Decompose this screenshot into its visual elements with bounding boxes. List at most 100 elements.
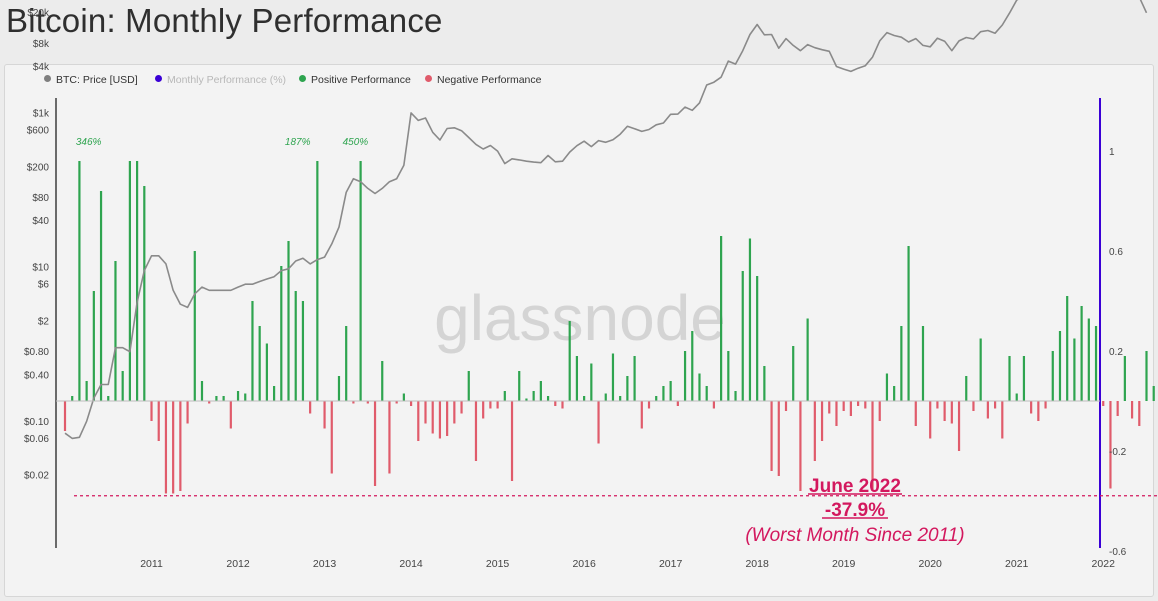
- legend-label-monthly: Monthly Performance (%): [167, 74, 287, 86]
- positive-bar: [792, 346, 795, 401]
- left-tick-label: $200: [27, 162, 50, 173]
- left-tick-label: $40: [32, 216, 49, 227]
- positive-bar: [546, 396, 550, 401]
- positive-bar: [143, 186, 146, 401]
- negative-bar: [554, 401, 557, 406]
- negative-bar: [1138, 401, 1141, 426]
- positive-bar: [121, 371, 124, 401]
- positive-bar: [503, 391, 506, 401]
- positive-bar: [705, 386, 708, 401]
- positive-bar: [763, 366, 766, 401]
- positive-bar: [85, 381, 88, 401]
- annotation-note: (Worst Month Since 2011): [745, 525, 964, 546]
- left-tick-label: $8k: [33, 39, 50, 50]
- positive-bar: [669, 381, 672, 401]
- negative-bar: [936, 401, 939, 409]
- positive-bar: [1094, 326, 1098, 401]
- positive-bar: [907, 246, 910, 401]
- legend-swatch-negative-icon: [425, 75, 432, 82]
- right-tick-label: 1: [1109, 147, 1115, 158]
- left-tick-label: $0.10: [24, 417, 49, 428]
- legend-item-monthly-performance[interactable]: Monthly Performance (%): [155, 74, 286, 86]
- negative-bar: [474, 401, 478, 461]
- negative-bar: [712, 401, 715, 409]
- legend-item-price[interactable]: BTC: Price [USD]: [44, 74, 138, 86]
- positive-bar: [99, 191, 103, 401]
- x-tick-label: 2013: [313, 558, 337, 570]
- left-tick-label: $6: [38, 280, 50, 291]
- negative-bar: [986, 401, 989, 419]
- negative-bar: [1037, 401, 1040, 421]
- negative-bar: [1116, 401, 1119, 416]
- negative-bar: [150, 401, 153, 421]
- negative-bar: [1001, 401, 1004, 439]
- positive-bar: [92, 291, 95, 401]
- positive-bar: [78, 161, 81, 401]
- positive-bar: [1058, 331, 1062, 401]
- x-tick-label: 2012: [226, 558, 250, 570]
- negative-bar: [1030, 401, 1033, 414]
- positive-bar: [662, 386, 665, 401]
- positive-bar: [215, 396, 218, 401]
- negative-bar: [647, 401, 651, 409]
- positive-bar: [1008, 356, 1011, 401]
- x-tick-label: 2016: [572, 558, 596, 570]
- x-tick-label: 2020: [919, 558, 943, 570]
- negative-bar: [1044, 401, 1047, 409]
- negative-bar: [597, 401, 600, 444]
- positive-bar: [287, 241, 290, 401]
- positive-bar: [280, 266, 283, 401]
- negative-bar: [950, 401, 953, 424]
- x-tick-label: 2011: [140, 558, 163, 570]
- positive-bar: [1015, 393, 1018, 401]
- bar-value-label: 450%: [343, 137, 369, 148]
- legend-label-positive: Positive Performance: [311, 74, 411, 86]
- right-tick-label: 0.6: [1109, 247, 1123, 258]
- negative-bar: [813, 401, 816, 461]
- negative-bar: [929, 401, 932, 439]
- legend-item-negative[interactable]: Negative Performance: [425, 74, 541, 86]
- negative-bar: [446, 401, 449, 436]
- negative-bar: [1109, 401, 1112, 489]
- positive-bar: [741, 271, 744, 401]
- bar-value-label: 346%: [76, 137, 102, 148]
- positive-bar: [258, 326, 261, 401]
- positive-bar: [965, 376, 968, 401]
- positive-bar: [633, 356, 636, 401]
- left-tick-label: $0.40: [24, 370, 49, 381]
- negative-bar: [510, 401, 514, 481]
- negative-bar: [330, 401, 333, 474]
- negative-bar: [157, 401, 160, 441]
- price-line-group: [64, 0, 1148, 440]
- negative-bar: [842, 401, 845, 411]
- axes: $100k$60k$20k$8k$4k$1k$600$200$80$40$10$…: [24, 8, 1127, 570]
- negative-bar: [828, 401, 831, 414]
- negative-bar: [453, 401, 456, 424]
- negative-bar: [857, 401, 860, 406]
- positive-bar: [979, 338, 982, 401]
- left-tick-label: $0.02: [24, 471, 49, 482]
- legend-item-positive[interactable]: Positive Performance: [299, 74, 411, 86]
- negative-bar: [309, 401, 312, 414]
- positive-bar: [532, 391, 535, 401]
- positive-bar: [683, 351, 687, 401]
- positive-bar: [518, 371, 521, 401]
- right-tick-label: 0.2: [1109, 347, 1123, 358]
- positive-bar: [128, 161, 131, 401]
- positive-bar: [251, 301, 254, 401]
- positive-bar: [590, 363, 593, 401]
- positive-bar: [611, 353, 615, 401]
- negative-bar: [676, 401, 679, 406]
- positive-bar: [272, 386, 276, 401]
- negative-bar: [957, 401, 961, 451]
- left-tick-label: $10: [32, 263, 49, 274]
- x-tick-label: 2014: [399, 558, 423, 570]
- positive-bar: [136, 161, 139, 401]
- positive-bar: [1051, 351, 1054, 401]
- negative-bar: [640, 401, 643, 429]
- negative-bar: [914, 401, 917, 426]
- negative-bar: [424, 401, 427, 424]
- negative-bar: [482, 401, 485, 419]
- positive-bar: [1087, 318, 1090, 401]
- positive-bar: [1123, 356, 1126, 401]
